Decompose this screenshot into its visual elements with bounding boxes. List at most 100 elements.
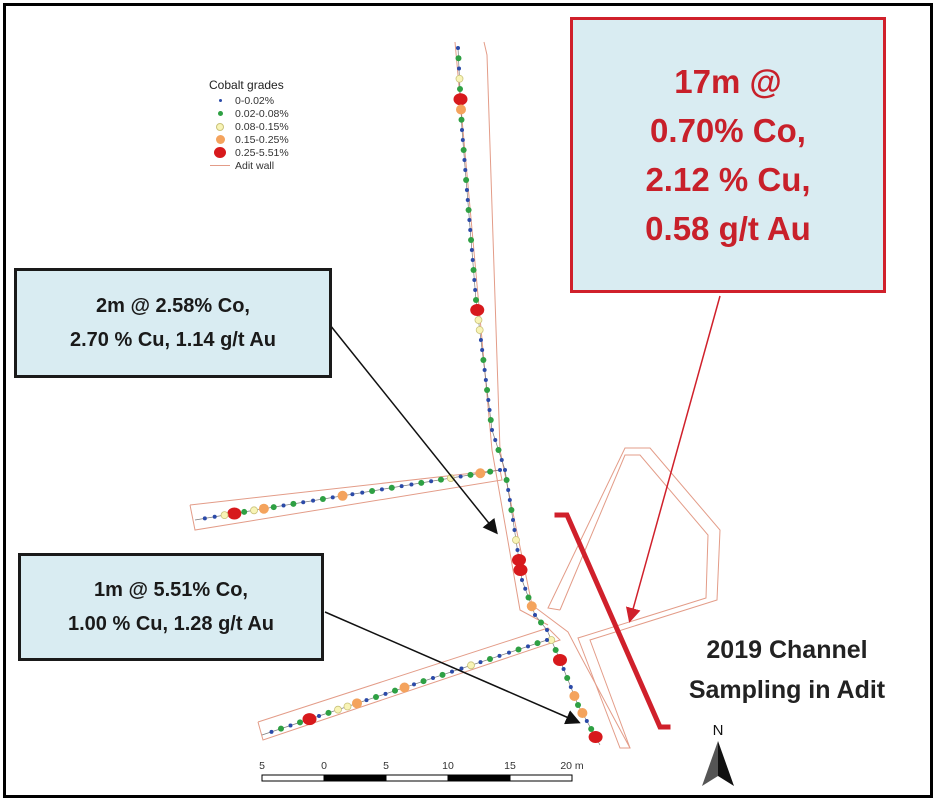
sample-point [462, 158, 467, 162]
sample-point [584, 719, 589, 723]
legend-label: 0.25-5.51% [235, 146, 289, 159]
sample-point [468, 228, 473, 232]
legend-swatch-adit-wall [210, 165, 230, 166]
sample-point [212, 514, 217, 519]
sample-point [534, 640, 541, 647]
channel-sampling-title: 2019 Channel Sampling in Adit [652, 630, 922, 710]
sample-point [409, 482, 414, 487]
sample-point [392, 687, 398, 694]
sample-point [484, 387, 491, 393]
sample-point [525, 594, 532, 601]
sample-point [588, 726, 595, 732]
arrow-1m-callout [324, 611, 581, 725]
sample-point [383, 691, 388, 696]
sample-point [467, 218, 472, 222]
scale-tick-label: 5 [259, 760, 265, 772]
sample-point [575, 702, 581, 708]
legend-item: 0-0.02% [205, 94, 289, 107]
sample-point [302, 713, 317, 726]
sample-point [470, 267, 477, 273]
sample-point [420, 678, 427, 685]
sample-point [564, 675, 571, 681]
sample-point [512, 528, 517, 532]
sample-point [553, 654, 567, 666]
sample-point [478, 660, 483, 665]
sample-point [470, 258, 475, 262]
southwest-crosscut-wall [257, 627, 561, 741]
sample-point [545, 638, 549, 642]
sample-point [290, 500, 297, 507]
sample-point [241, 508, 248, 515]
sample-point [270, 504, 277, 511]
arrow-17m-callout [625, 295, 721, 623]
sample-point [369, 487, 376, 494]
sample-point [297, 719, 303, 726]
sample-point [472, 278, 477, 282]
sample-point [456, 46, 460, 50]
legend-item: 0.15-0.25% [205, 133, 289, 146]
sample-point [526, 601, 537, 612]
sample-point [508, 507, 515, 513]
sample-point [288, 723, 293, 728]
callout-2m-intercept: 2m @ 2.58% Co, 2.70 % Cu, 1.14 g/t Au [14, 268, 332, 378]
sample-point [373, 694, 379, 700]
sample-point [473, 297, 479, 303]
legend-label: 0.02-0.08% [235, 107, 289, 120]
callout-line: 0.58 g/t Au [645, 210, 811, 247]
sample-points [194, 46, 603, 746]
callout-line: 17m @ [674, 63, 782, 100]
sample-point [507, 650, 511, 655]
sample-point [399, 682, 410, 693]
sample-point [399, 484, 404, 489]
sample-point [465, 198, 470, 202]
sample-point [388, 484, 395, 491]
legend-label: Adit wall [235, 159, 275, 172]
sample-point [202, 516, 207, 521]
sample-point [487, 417, 494, 423]
sample-point [480, 357, 487, 363]
sample-point [487, 408, 492, 412]
sample-point [478, 338, 483, 342]
north-arrow-icon: N [702, 722, 734, 786]
callout-line: 0.70% Co, [650, 112, 806, 149]
sample-point [455, 55, 462, 62]
sample-point [330, 495, 335, 500]
sample-point [552, 647, 559, 653]
sample-point [457, 66, 461, 71]
sample-point [458, 116, 465, 123]
sample-point [460, 147, 467, 153]
sample-point [364, 698, 369, 703]
sample-point [513, 564, 528, 576]
sample-point [281, 503, 286, 508]
sample-point [475, 468, 486, 479]
callout-arrows [324, 295, 721, 725]
sample-point [503, 468, 507, 472]
legend-item: 0.02-0.08% [205, 107, 289, 120]
sample-point [319, 496, 326, 503]
legend-label: 0.15-0.25% [235, 133, 289, 146]
sample-point [343, 702, 352, 711]
sample-point [487, 656, 493, 662]
sample-point [250, 506, 258, 515]
scale-bar: 5 0 5 10 15 20 m [259, 760, 584, 782]
sample-point [460, 138, 465, 142]
sample-point [301, 500, 306, 505]
sample-point [538, 619, 544, 626]
sample-point [512, 536, 520, 544]
sample-point [511, 518, 515, 522]
arrow-2m-callout [329, 324, 498, 535]
sample-point [418, 479, 425, 486]
sample-point [475, 326, 484, 334]
sample-point [457, 86, 463, 92]
sample-point [493, 438, 498, 442]
scale-tick-label: 10 [442, 760, 454, 772]
sample-point [311, 498, 316, 503]
sample-point [317, 714, 321, 718]
legend-swatch-0.25-5.51 [214, 147, 226, 158]
sample-point [325, 709, 332, 716]
sample-point [515, 548, 520, 552]
sample-point [515, 646, 522, 653]
sample-point [526, 644, 530, 649]
sample-point [499, 458, 504, 462]
